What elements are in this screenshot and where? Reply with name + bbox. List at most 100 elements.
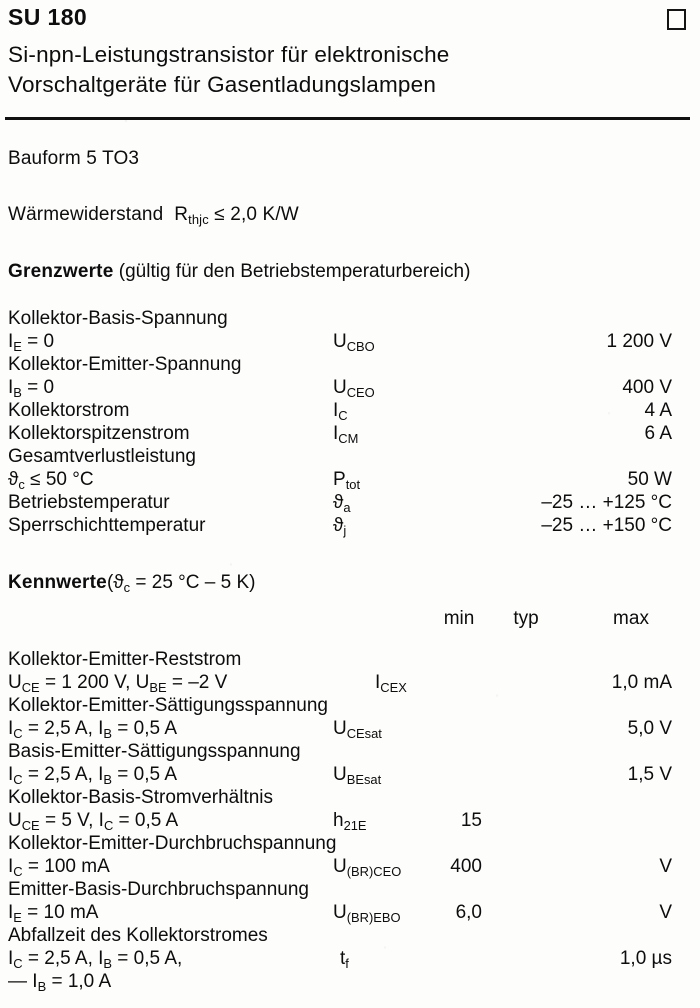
thermal-resistance-symbol: Rthjc — [174, 204, 209, 227]
parameter-condition: IC = 2,5 A, IB = 0,5 A — [8, 718, 178, 741]
table-row: IC = 2,5 A, IB = 0,5 A UBEsat 1,5 V — [0, 764, 700, 787]
parameter-symbol: ϑa — [333, 492, 351, 515]
parameter-description: Kollektorstrom — [8, 400, 130, 421]
characteristics-note-open: ( — [106, 572, 114, 593]
table-row: Kollektor-Emitter-Durchbruchspannung — [0, 833, 700, 856]
table-row: Abfallzeit des Kollektorstromes — [0, 925, 700, 948]
table-row: IC = 100 mA U(BR)CEO 400 V — [0, 856, 700, 879]
parameter-value-min: 6,0 — [455, 902, 482, 923]
package-line: Bauform 5 TO3 — [8, 148, 140, 169]
parameter-condition: IC = 2,5 A, IB = 0,5 A, — [8, 948, 183, 971]
parameter-condition: UCE = 1 200 V, UBE = –2 V — [8, 672, 228, 695]
thermal-resistance-line: Wärmewiderstand Rthjc ≤ 2,0 K/W — [8, 204, 299, 226]
characteristics-note-symbol: ϑc — [113, 572, 131, 595]
parameter-value: 400 V — [622, 377, 672, 398]
parameter-value-max: V — [659, 856, 672, 877]
characteristics-table: Kollektor-Emitter-Reststrom UCE = 1 200 … — [0, 649, 700, 994]
thermal-resistance-relation: ≤ — [214, 204, 225, 225]
limits-table: Kollektor-Basis-Spannung IE = 0 UCBO 1 2… — [0, 308, 700, 538]
parameter-symbol: h21E — [333, 810, 367, 833]
parameter-value: 50 W — [627, 469, 672, 490]
column-headers: min typ max — [0, 608, 700, 631]
table-row: IC = 2,5 A, IB = 0,5 A, tf 1,0 µs — [0, 948, 700, 971]
parameter-symbol: UCEsat — [333, 718, 382, 741]
parameter-value: 1 200 V — [606, 331, 673, 352]
characteristics-section-title: Kennwerte — [8, 572, 107, 593]
parameter-symbol: U(BR)EBO — [333, 902, 401, 925]
parameter-description: Kollektor-Emitter-Sättigungsspannung — [8, 695, 329, 716]
table-row: UCE = 5 V, IC = 0,5 A h21E 15 — [0, 810, 700, 833]
parameter-description: Kollektor-Emitter-Durchbruchspannung — [8, 833, 337, 854]
parameter-condition: IC = 2,5 A, IB = 0,5 A — [8, 764, 178, 787]
parameter-symbol: Ptot — [333, 469, 361, 492]
page-title: SU 180 — [8, 4, 88, 30]
parameter-description: Kollektorspitzenstrom — [8, 423, 190, 444]
square-outline-icon — [667, 9, 686, 30]
parameter-symbol: UCEO — [333, 377, 375, 400]
parameter-value-max: 5,0 V — [627, 718, 672, 739]
table-row: IE = 10 mA U(BR)EBO 6,0 V — [0, 902, 700, 925]
table-row: Emitter-Basis-Durchbruchspannung — [0, 879, 700, 902]
table-row: — IB = 1,0 A — [0, 971, 700, 994]
parameter-condition: ϑc ≤ 50 °C — [8, 469, 94, 492]
table-row: Kollektor-Emitter-Spannung — [0, 354, 700, 377]
table-row: Kollektor-Emitter-Reststrom — [0, 649, 700, 672]
parameter-value-max: 1,0 µs — [619, 948, 672, 969]
table-row: UCE = 1 200 V, UBE = –2 V ICEX 1,0 mA — [0, 672, 700, 695]
parameter-symbol: ϑj — [333, 515, 347, 538]
table-row: Kollektor-Emitter-Sättigungsspannung — [0, 695, 700, 718]
parameter-value: 6 A — [644, 423, 672, 444]
limits-section-heading: Grenzwerte (gültig für den Betriebstempe… — [8, 261, 470, 283]
characteristics-section-heading: Kennwerte(ϑc = 25 °C – 5 K) — [8, 572, 255, 594]
parameter-symbol: U(BR)CEO — [333, 856, 402, 879]
table-row: Kollektorspitzenstrom ICM 6 A — [0, 423, 700, 446]
parameter-symbol: UCBO — [333, 331, 375, 354]
parameter-condition: UCE = 5 V, IC = 0,5 A — [8, 810, 179, 833]
parameter-description: Betriebstemperatur — [8, 492, 170, 513]
thermal-resistance-label: Wärmewiderstand — [8, 204, 164, 225]
parameter-symbol: UBEsat — [333, 764, 382, 787]
table-row: Kollektor-Basis-Spannung — [0, 308, 700, 331]
header-divider — [5, 117, 690, 120]
table-row: Kollektorstrom IC 4 A — [0, 400, 700, 423]
parameter-condition: IE = 0 — [8, 331, 55, 354]
parameter-description: Kollektor-Basis-Spannung — [8, 308, 228, 329]
thermal-resistance-value: 2,0 K/W — [230, 204, 299, 225]
characteristics-note-rest: = 25 °C – 5 K) — [130, 572, 256, 593]
parameter-symbol: ICEX — [375, 672, 407, 695]
parameter-description: Basis-Emitter-Sättigungsspannung — [8, 741, 301, 762]
parameter-description: Sperrschichttemperatur — [8, 515, 206, 536]
parameter-description: Emitter-Basis-Durchbruchspannung — [8, 879, 309, 900]
column-header-max: max — [613, 608, 649, 629]
parameter-description: Abfallzeit des Kollektorstromes — [8, 925, 268, 946]
table-row: IB = 0 UCEO 400 V — [0, 377, 700, 400]
parameter-description: Kollektor-Basis-Stromverhältnis — [8, 787, 274, 808]
parameter-value-min: 15 — [460, 810, 482, 831]
parameter-condition: IB = 0 — [8, 377, 55, 400]
parameter-description: Kollektor-Emitter-Spannung — [8, 354, 242, 375]
column-header-min: min — [443, 608, 475, 629]
parameter-condition: IC = 100 mA — [8, 856, 110, 879]
limits-section-title: Grenzwerte — [8, 261, 114, 282]
table-row: Sperrschichttemperatur ϑj –25 … +150 °C — [0, 515, 700, 538]
parameter-value: –25 … +150 °C — [541, 515, 672, 536]
parameter-condition: — IB = 1,0 A — [8, 971, 112, 994]
parameter-value-max: V — [659, 902, 672, 923]
parameter-description: Kollektor-Emitter-Reststrom — [8, 649, 242, 670]
parameter-value-min: 400 — [450, 856, 482, 877]
table-row: Gesamtverlustleistung — [0, 446, 700, 469]
table-row: IE = 0 UCBO 1 200 V — [0, 331, 700, 354]
parameter-symbol: IC — [333, 400, 348, 423]
parameter-value-max: 1,0 mA — [611, 672, 672, 693]
column-header-typ: typ — [513, 608, 539, 629]
table-row: Betriebstemperatur ϑa –25 … +125 °C — [0, 492, 700, 515]
parameter-symbol: tf — [340, 948, 349, 971]
table-row: Kollektor-Basis-Stromverhältnis — [0, 787, 700, 810]
parameter-symbol: ICM — [333, 423, 359, 446]
limits-section-note: (gültig für den Betriebstemperaturbereic… — [118, 261, 471, 282]
table-row: IC = 2,5 A, IB = 0,5 A UCEsat 5,0 V — [0, 718, 700, 741]
parameter-value-max: 1,5 V — [627, 764, 672, 785]
subtitle-line-1: Si-npn-Leistungstransistor für elektroni… — [8, 42, 450, 67]
parameter-description: Gesamtverlustleistung — [8, 446, 196, 467]
